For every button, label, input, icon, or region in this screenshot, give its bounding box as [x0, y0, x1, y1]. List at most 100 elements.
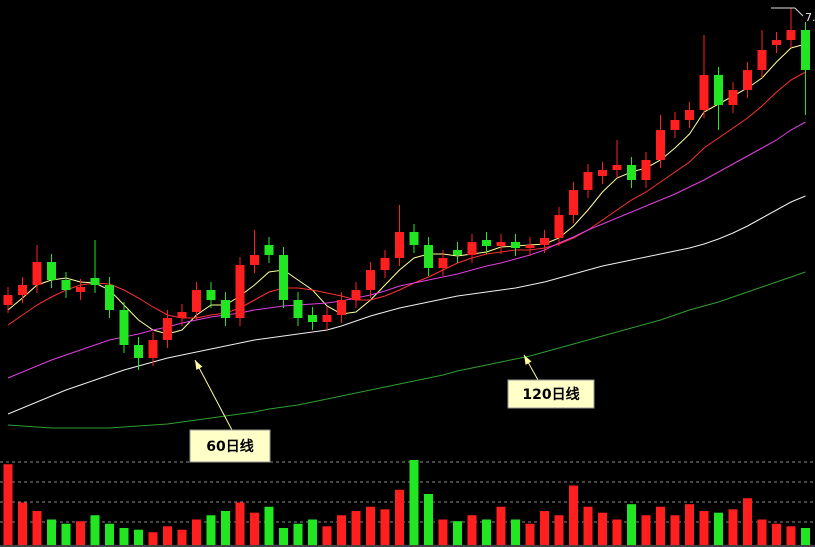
- volume-bar: [670, 515, 680, 545]
- volume-bar: [119, 528, 129, 545]
- annotation-text: 120日线: [522, 386, 579, 403]
- candle-body: [641, 160, 651, 180]
- volume-bar: [351, 511, 361, 545]
- annotation-box: [507, 379, 595, 409]
- annotation-arrowhead: [195, 360, 203, 370]
- candle-body: [656, 130, 665, 160]
- volume-bar: [134, 529, 143, 545]
- candle-body: [3, 295, 13, 305]
- volume-bar: [308, 519, 317, 545]
- candle-body: [235, 265, 245, 318]
- candle-body: [801, 30, 810, 70]
- candle-body: [743, 70, 752, 90]
- volume-bar: [786, 526, 796, 545]
- candle-body: [714, 75, 723, 105]
- volume-bar: [76, 521, 85, 545]
- volume-bar: [250, 512, 259, 545]
- candle-body: [467, 242, 477, 255]
- candle-body: [409, 232, 419, 245]
- moving-average-line: [7, 43, 806, 335]
- volume-bar: [685, 504, 694, 545]
- volume-bar: [61, 523, 71, 545]
- annotation-text: 60日线: [206, 438, 253, 455]
- volume-bar: [482, 519, 491, 545]
- candle-body: [540, 238, 549, 245]
- volume-bar: [656, 506, 665, 545]
- candle-body: [612, 165, 622, 170]
- volume-bar: [206, 515, 216, 545]
- candle-body: [786, 30, 796, 40]
- volume-bar: [467, 515, 477, 545]
- volume-bar: [409, 460, 419, 545]
- volume-bar: [90, 515, 100, 545]
- candle-body: [569, 190, 578, 215]
- volume-bar: [598, 512, 607, 545]
- volume-bar: [192, 519, 201, 545]
- volume-bar: [714, 512, 723, 545]
- annotation-arrowhead: [524, 355, 532, 365]
- volume-bar: [235, 502, 245, 545]
- candle-body: [47, 262, 56, 280]
- candle-body: [134, 345, 143, 358]
- candle-body: [583, 172, 593, 190]
- volume-bar: [453, 521, 462, 545]
- volume-bar: [569, 485, 578, 545]
- volume-bar: [728, 509, 738, 545]
- annotation-arrow: [194, 359, 233, 431]
- volume-bar: [540, 511, 549, 545]
- volume-bar: [177, 529, 187, 545]
- volume-bar: [554, 515, 564, 545]
- volume-bar: [641, 515, 651, 545]
- high-label: 7.6: [805, 11, 815, 24]
- candle-body: [453, 250, 462, 255]
- volume-bar: [438, 519, 448, 545]
- candle-body: [221, 300, 230, 318]
- candle-body: [32, 262, 42, 285]
- volume-bar: [743, 498, 752, 545]
- volume-bar: [757, 519, 767, 545]
- annotation-box: [189, 429, 271, 463]
- volume-bar: [3, 464, 13, 545]
- volume-bar: [380, 509, 390, 545]
- candle-body: [728, 90, 738, 105]
- volume-bar: [148, 532, 158, 545]
- moving-average-line: [7, 121, 806, 379]
- candle-body: [395, 232, 404, 258]
- candle-body: [322, 315, 332, 322]
- candle-body: [554, 215, 564, 238]
- candle-body: [438, 258, 448, 268]
- volume-bar: [525, 523, 535, 545]
- volume-bar: [424, 494, 433, 545]
- candle-body: [76, 287, 85, 292]
- candle-body: [351, 290, 361, 300]
- candle-body: [293, 300, 303, 318]
- volume-bar: [801, 528, 810, 545]
- candle-body: [525, 245, 535, 248]
- moving-average-line: [7, 195, 806, 415]
- candle-body: [177, 312, 187, 318]
- candle-body: [163, 318, 172, 340]
- candle-body: [670, 120, 680, 130]
- candle-body: [496, 242, 506, 246]
- candle-body: [380, 258, 390, 270]
- candle-body: [337, 300, 346, 315]
- candle-body: [148, 340, 158, 358]
- volume-bar: [337, 515, 346, 545]
- candle-body: [699, 75, 709, 110]
- moving-average-line: [7, 71, 806, 326]
- volume-bar: [279, 528, 288, 545]
- volume-bar: [47, 519, 56, 545]
- candle-body: [482, 240, 491, 246]
- candle-body: [366, 270, 375, 290]
- candle-body: [264, 245, 274, 255]
- volume-bar: [264, 506, 274, 545]
- candle-body: [119, 310, 129, 345]
- volume-bar: [322, 526, 332, 545]
- candle-body: [308, 315, 317, 322]
- candle-body: [18, 285, 27, 295]
- volume-bar: [496, 506, 506, 545]
- volume-bar: [366, 506, 375, 545]
- candle-body: [250, 255, 259, 265]
